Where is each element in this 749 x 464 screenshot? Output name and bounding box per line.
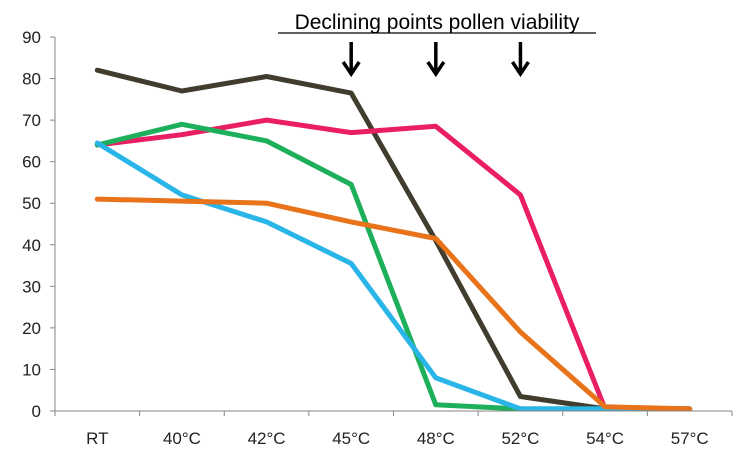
series-line-1 [94,67,693,412]
y-tick-label: 20 [22,319,41,338]
x-tick-label: 54°C [586,429,624,448]
x-tick-label: 45°C [332,429,370,448]
annotation-layer: Declining points pollen viability [278,11,596,78]
y-tick-label: 60 [22,153,41,172]
x-tick-label: 40°C [163,429,201,448]
y-tick-label: 0 [32,402,41,421]
x-tick-label: RT [86,429,108,448]
y-tick-label: 30 [22,277,41,296]
axis-layer: 0 10 20 30 40 50 60 70 80 90 RT 40°C 42°C 45°C 48°C 52°… [22,28,733,448]
y-tick-label: 10 [22,360,41,379]
down-arrow-head-icon [341,61,361,78]
x-tick-label: 48°C [417,429,455,448]
y-tick-label: 50 [22,194,41,213]
series-line-5 [94,196,693,412]
down-arrow-head-icon [426,61,446,78]
y-tick-label: 90 [22,28,41,47]
x-tick-label: 52°C [501,429,539,448]
series-line-4 [94,140,693,412]
annotation-title: Declining points pollen viability [295,11,580,34]
x-tick-label: 42°C [248,429,286,448]
down-arrow-head-icon [510,61,530,78]
y-tick-label: 40 [22,236,41,255]
y-tick-label: 80 [22,70,41,89]
x-tick-label: 57°C [671,429,709,448]
series-line-2 [94,117,693,412]
y-tick-label: 70 [22,111,41,130]
series-layer [94,67,693,412]
